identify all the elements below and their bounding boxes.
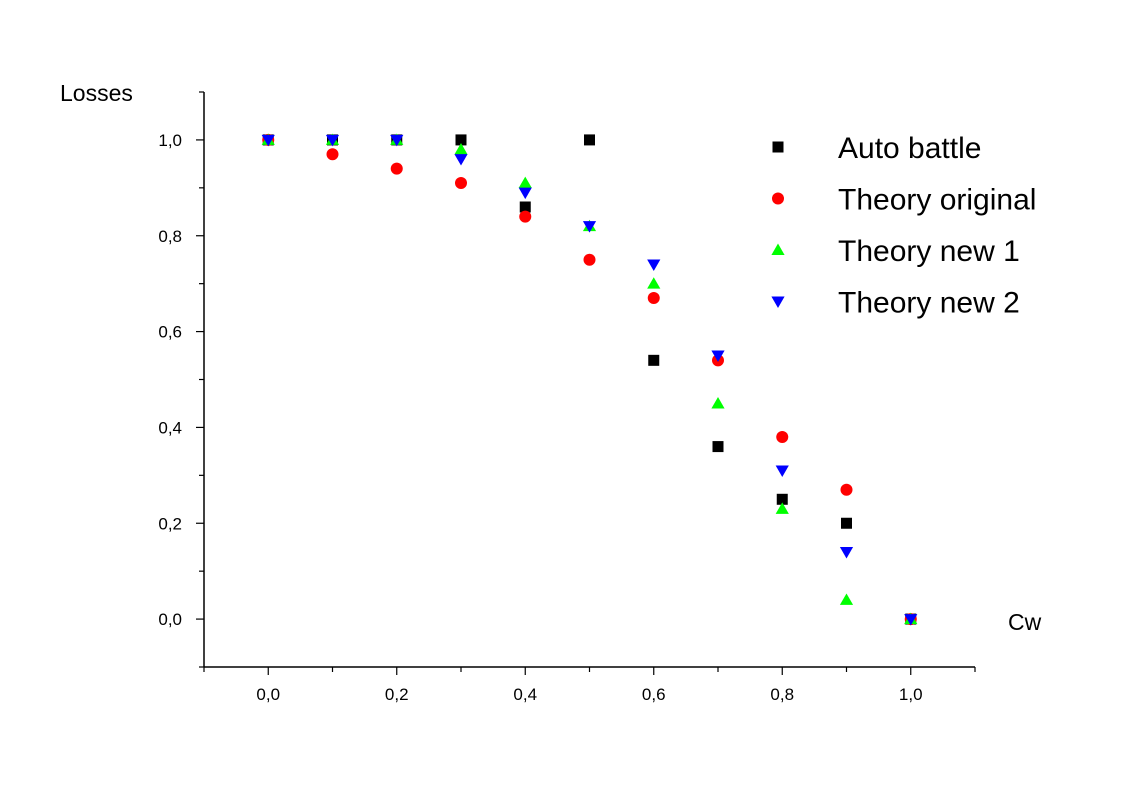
theory-new-2-point — [518, 187, 532, 200]
theory-new-2-point — [454, 154, 468, 166]
theory-original-point — [840, 483, 853, 496]
x-axis-title: Cw — [1008, 609, 1042, 635]
theory-new-2-point — [647, 259, 661, 271]
theory-original-point — [519, 210, 532, 223]
theory-original-legend-marker — [772, 192, 784, 205]
theory-new-1-point — [711, 396, 725, 409]
theory-new-1-point — [647, 277, 661, 289]
theory-new-2-point — [775, 465, 789, 478]
y-tick-label: 0,2 — [158, 514, 182, 533]
auto-battle-legend-marker — [772, 141, 784, 153]
theory-original-legend-label: Theory original — [838, 184, 1036, 217]
y-tick-label: 1,0 — [158, 131, 182, 150]
x-tick-label: 0,0 — [256, 685, 280, 704]
auto-battle-legend-label: Auto battle — [838, 132, 981, 165]
x-tick-label: 0,8 — [770, 685, 794, 704]
theory-original-point — [647, 292, 660, 305]
theory-new-2-legend-label: Theory new 2 — [838, 287, 1020, 320]
theory-original-point — [776, 431, 789, 443]
theory-new-2-point — [904, 614, 918, 626]
auto-battle-point — [455, 134, 467, 146]
auto-battle-point — [648, 354, 660, 366]
theory-new-2-point — [261, 134, 275, 147]
x-tick-label: 0,2 — [385, 685, 409, 704]
theory-original-point — [326, 148, 339, 161]
auto-battle-point — [712, 441, 724, 453]
x-tick-label: 0,6 — [642, 685, 666, 704]
theory-new-1-point — [775, 502, 789, 514]
y-axis-title: Losses — [60, 80, 133, 106]
theory-new-2-legend-marker — [771, 296, 785, 308]
y-tick-label: 0,4 — [158, 418, 182, 437]
auto-battle-point — [841, 517, 852, 529]
theory-new-2-point — [839, 546, 854, 559]
theory-new-2-point — [582, 221, 597, 233]
theory-new-1-legend-label: Theory new 1 — [838, 235, 1020, 268]
data-points — [261, 133, 918, 626]
theory-new-1-point — [839, 593, 854, 605]
theory-new-2-point — [390, 134, 404, 147]
y-tick-label: 0,8 — [158, 227, 182, 246]
auto-battle-point — [519, 201, 531, 213]
theory-new-2-point — [325, 134, 340, 147]
y-tick-label: 0,6 — [158, 323, 182, 342]
theory-new-2-point — [711, 350, 725, 363]
y-tick-label: 0,0 — [158, 610, 182, 629]
x-tick-label: 1,0 — [899, 685, 923, 704]
axes: 0,0 0,2 0,4 0,6 0,8 1,0 0,0 0,2 0,4 0,6 0,8 1,0 Loss… — [60, 80, 1042, 704]
auto-battle-point — [776, 493, 788, 505]
theory-original-point — [455, 177, 467, 190]
x-tick-label: 0,4 — [513, 685, 537, 704]
theory-new-1-point — [454, 143, 468, 155]
theory-new-1-point — [518, 176, 532, 189]
theory-original-point — [583, 253, 596, 266]
theory-new-1-legend-marker — [771, 243, 785, 256]
legend: Auto battle Theory original Theory new 1 Th… — [771, 132, 1036, 320]
auto-battle-point — [584, 134, 595, 146]
theory-original-point — [390, 162, 403, 175]
